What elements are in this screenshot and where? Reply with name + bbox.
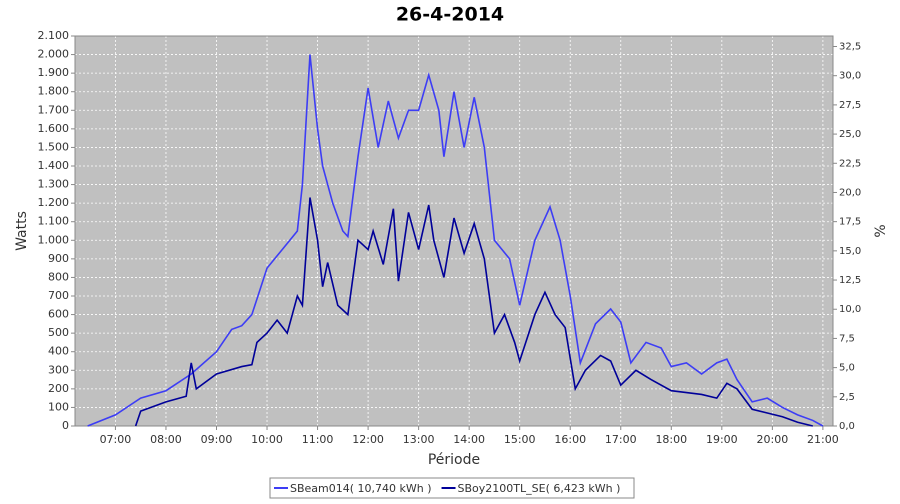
y-tick-label: 1.100 [38, 215, 70, 228]
y2-tick-label: 27,5 [839, 100, 861, 111]
y2-tick-label: 5,0 [839, 363, 855, 374]
series-line [134, 197, 813, 427]
x-tick-label: 16:00 [554, 433, 586, 446]
y2-tick-label: 12,5 [839, 275, 861, 286]
y-tick-label: 1.300 [38, 178, 70, 191]
y-tick-label: 1.600 [38, 122, 70, 135]
y-tick-label: 2.000 [38, 48, 70, 61]
y2-tick-label: 25,0 [839, 129, 861, 140]
y2-tick-label: 32,5 [839, 42, 861, 53]
y2-axis-label: % [873, 224, 889, 237]
legend-label: SBeam014( 10,740 kWh ) [290, 482, 432, 495]
y2-tick-label: 2,5 [839, 392, 855, 403]
plot-border [74, 35, 834, 427]
x-tick-label: 09:00 [201, 433, 233, 446]
x-tick-label: 20:00 [757, 433, 789, 446]
x-tick-label: 18:00 [655, 433, 687, 446]
y-tick-label: 1.500 [38, 140, 70, 153]
x-tick-label: 19:00 [706, 433, 738, 446]
legend-label: SBoy2100TL_SE( 6,423 kWh ) [458, 482, 621, 495]
x-tick-label: 10:00 [251, 433, 283, 446]
y-tick-label: 600 [48, 308, 69, 321]
x-tick-label: 08:00 [150, 433, 182, 446]
y-tick-label: 100 [48, 400, 69, 413]
chart-title: 26-4-2014 [396, 4, 504, 26]
y-tick-label: 800 [48, 270, 69, 283]
y-tick-label: 400 [48, 345, 69, 358]
y-tick-label: 0 [62, 419, 69, 432]
x-tick-label: 07:00 [100, 433, 132, 446]
y2-tick-label: 20,0 [839, 187, 861, 198]
y2-tick-label: 7,5 [839, 333, 855, 344]
y-tick-label: 1.200 [38, 196, 70, 209]
x-tick-label: 13:00 [403, 433, 435, 446]
x-tick-label: 15:00 [504, 433, 536, 446]
y2-tick-label: 15,0 [839, 246, 861, 257]
y2-tick-label: 17,5 [839, 217, 861, 228]
x-tick-label: 21:00 [807, 433, 839, 446]
x-tick-label: 12:00 [352, 433, 384, 446]
y-tick-label: 1.800 [38, 85, 70, 98]
y2-tick-label: 22,5 [839, 158, 861, 169]
y-tick-label: 700 [48, 289, 69, 302]
y-tick-label: 1.400 [38, 159, 70, 172]
x-axis-label: Période [428, 452, 480, 468]
series-line [87, 54, 824, 427]
y-tick-label: 900 [48, 252, 69, 265]
y2-tick-label: 0,0 [839, 421, 855, 432]
y2-tick-label: 10,0 [839, 304, 861, 315]
plot-area [75, 36, 833, 426]
y-tick-label: 1.900 [38, 66, 70, 79]
y-tick-label: 300 [48, 363, 69, 376]
y-tick-label: 1.700 [38, 103, 70, 116]
y-tick-label: 500 [48, 326, 69, 339]
x-tick-label: 14:00 [453, 433, 485, 446]
x-tick-label: 17:00 [605, 433, 637, 446]
y-tick-label: 200 [48, 382, 69, 395]
y2-tick-label: 30,0 [839, 71, 861, 82]
x-tick-label: 11:00 [302, 433, 334, 446]
y-tick-label: 1.000 [38, 233, 70, 246]
y-tick-label: 2.100 [38, 29, 70, 42]
y-axis-label: Watts [14, 211, 30, 251]
